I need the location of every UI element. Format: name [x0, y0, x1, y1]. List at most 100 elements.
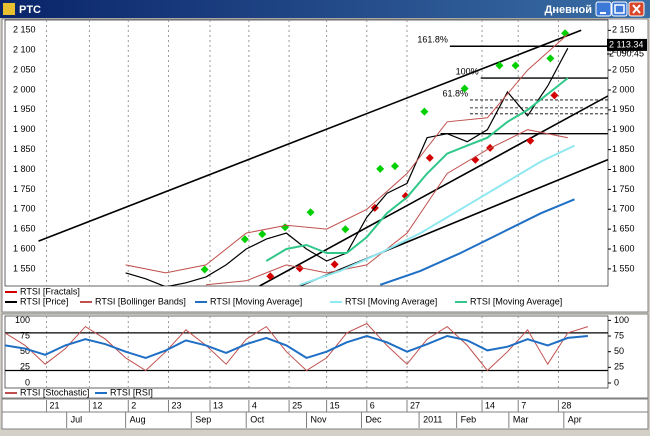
y-tick-label-right: 1 950 [612, 104, 635, 114]
month-label: Aug [130, 414, 146, 424]
legend-label: RTSI [Moving Average] [210, 296, 302, 306]
price-tag: 2 113.34 [609, 39, 643, 49]
y-tick-label-left: 1 600 [13, 243, 36, 253]
fractal-marker [295, 264, 304, 273]
fractal-marker [420, 107, 429, 116]
title-bar [0, 0, 650, 18]
fractal-marker [511, 61, 520, 70]
y-tick-label-left: 1 850 [13, 144, 36, 154]
fib-label: 100% [456, 66, 479, 76]
y-tick-label-left: 1 750 [13, 184, 36, 194]
price-tag: 2 090.45 [609, 48, 644, 58]
y-tick-label-right: 1 650 [612, 224, 635, 234]
moving-average [379, 198, 575, 286]
legend-label: RTSI [Price] [20, 296, 68, 306]
y-tick-label-left: 100 [15, 315, 30, 325]
legend-label: RTSI [RSI] [110, 387, 153, 397]
legend-label: RTSI [Bollinger Bands] [95, 296, 186, 306]
maximize-glyph [614, 4, 625, 14]
fractal-marker [550, 91, 559, 100]
x-tick-label: 15 [330, 400, 340, 410]
fib-label: 61.8% [442, 88, 468, 98]
y-tick-label-right: 1 750 [612, 184, 635, 194]
month-label: Dec [365, 414, 382, 424]
legend-label: RTSI [Moving Average] [345, 296, 437, 306]
x-tick-label: 4 [252, 400, 257, 410]
y-tick-label-left: 1 800 [13, 164, 36, 174]
legend-label: RTSI [Fractals] [20, 286, 80, 296]
month-label: Jul [71, 414, 83, 424]
time-axis [1, 398, 649, 430]
y-tick-label-right: 1 700 [612, 204, 635, 214]
month-label: Oct [250, 414, 265, 424]
x-tick-label: 12 [92, 400, 102, 410]
bollinger-band [125, 33, 569, 274]
legend-label: RTSI [Moving Average] [470, 296, 562, 306]
x-tick-label: 21 [50, 400, 60, 410]
y-tick-label-left: 2 150 [13, 25, 36, 35]
price-tag-box [607, 38, 647, 51]
month-label: Sep [195, 414, 211, 424]
x-tick-label: 13 [213, 400, 223, 410]
moving-average [299, 144, 575, 286]
y-tick-label-right: 1 600 [612, 243, 635, 253]
oscillator-line [5, 334, 588, 359]
y-tick-label-right: 1 800 [612, 164, 635, 174]
y-tick-label-right: 1 900 [612, 124, 635, 134]
fractal-marker [425, 153, 434, 162]
y-tick-label-right: 1 550 [612, 263, 635, 273]
y-tick-label-left: 1 950 [13, 104, 36, 114]
y-tick-label-right: 75 [614, 330, 624, 340]
oscillator-line [5, 322, 589, 372]
moving-average [265, 77, 569, 262]
fractal-marker [390, 162, 399, 171]
x-tick-label: 25 [292, 400, 302, 410]
month-label: Apr [568, 414, 582, 424]
month-label: Feb [461, 414, 477, 424]
x-tick-label: 6 [370, 400, 375, 410]
y-tick-label-right: 0 [614, 377, 619, 387]
window-title: PTC [19, 4, 41, 16]
x-tick-label: 27 [410, 400, 420, 410]
fractal-marker [330, 260, 339, 269]
close-glyph [632, 4, 641, 14]
fractal-marker [306, 208, 315, 217]
fractal-marker [546, 54, 555, 63]
fractal-marker [240, 235, 249, 244]
y-tick-label-left: 25 [20, 362, 30, 372]
fractal-marker [526, 136, 535, 145]
y-tick-label-left: 2 000 [13, 84, 36, 94]
y-tick-label-left: 2 100 [13, 45, 36, 55]
fractal-marker [341, 225, 350, 234]
x-tick-label: 7 [521, 400, 526, 410]
y-tick-label-right: 25 [614, 362, 624, 372]
y-tick-label-right: 2 050 [612, 64, 635, 74]
month-label: 2011 [423, 414, 442, 424]
fractal-marker [460, 84, 469, 93]
y-tick-label-right: 1 850 [612, 144, 635, 154]
legend-label: RTSI [Stochastic] [20, 387, 89, 397]
price-plot-area [4, 19, 609, 287]
y-tick-label-right: 2 150 [612, 25, 635, 35]
y-tick-label-left: 2 050 [13, 64, 36, 74]
y-tick-label-right: 50 [614, 346, 624, 356]
y-tick-label-right: 2 000 [612, 84, 635, 94]
trend-line [38, 29, 582, 242]
trend-line [259, 95, 608, 286]
y-tick-label-left: 0 [25, 377, 30, 387]
fractal-marker [200, 265, 209, 274]
fractal-marker [266, 272, 275, 281]
y-tick-label-right: 100 [614, 315, 629, 325]
window-mode: Дневной [545, 4, 593, 16]
x-tick-label: 14 [485, 400, 495, 410]
y-tick-label-left: 1 700 [13, 204, 36, 214]
month-label: Nov [311, 414, 328, 424]
minimize-button[interactable] [595, 1, 612, 17]
app-icon [3, 3, 15, 15]
x-tick-label: 2 [131, 400, 136, 410]
fib-label: 161.8% [417, 35, 448, 45]
fractal-marker [495, 61, 504, 70]
x-tick-label: 28 [561, 400, 571, 410]
fractal-marker [258, 230, 267, 239]
